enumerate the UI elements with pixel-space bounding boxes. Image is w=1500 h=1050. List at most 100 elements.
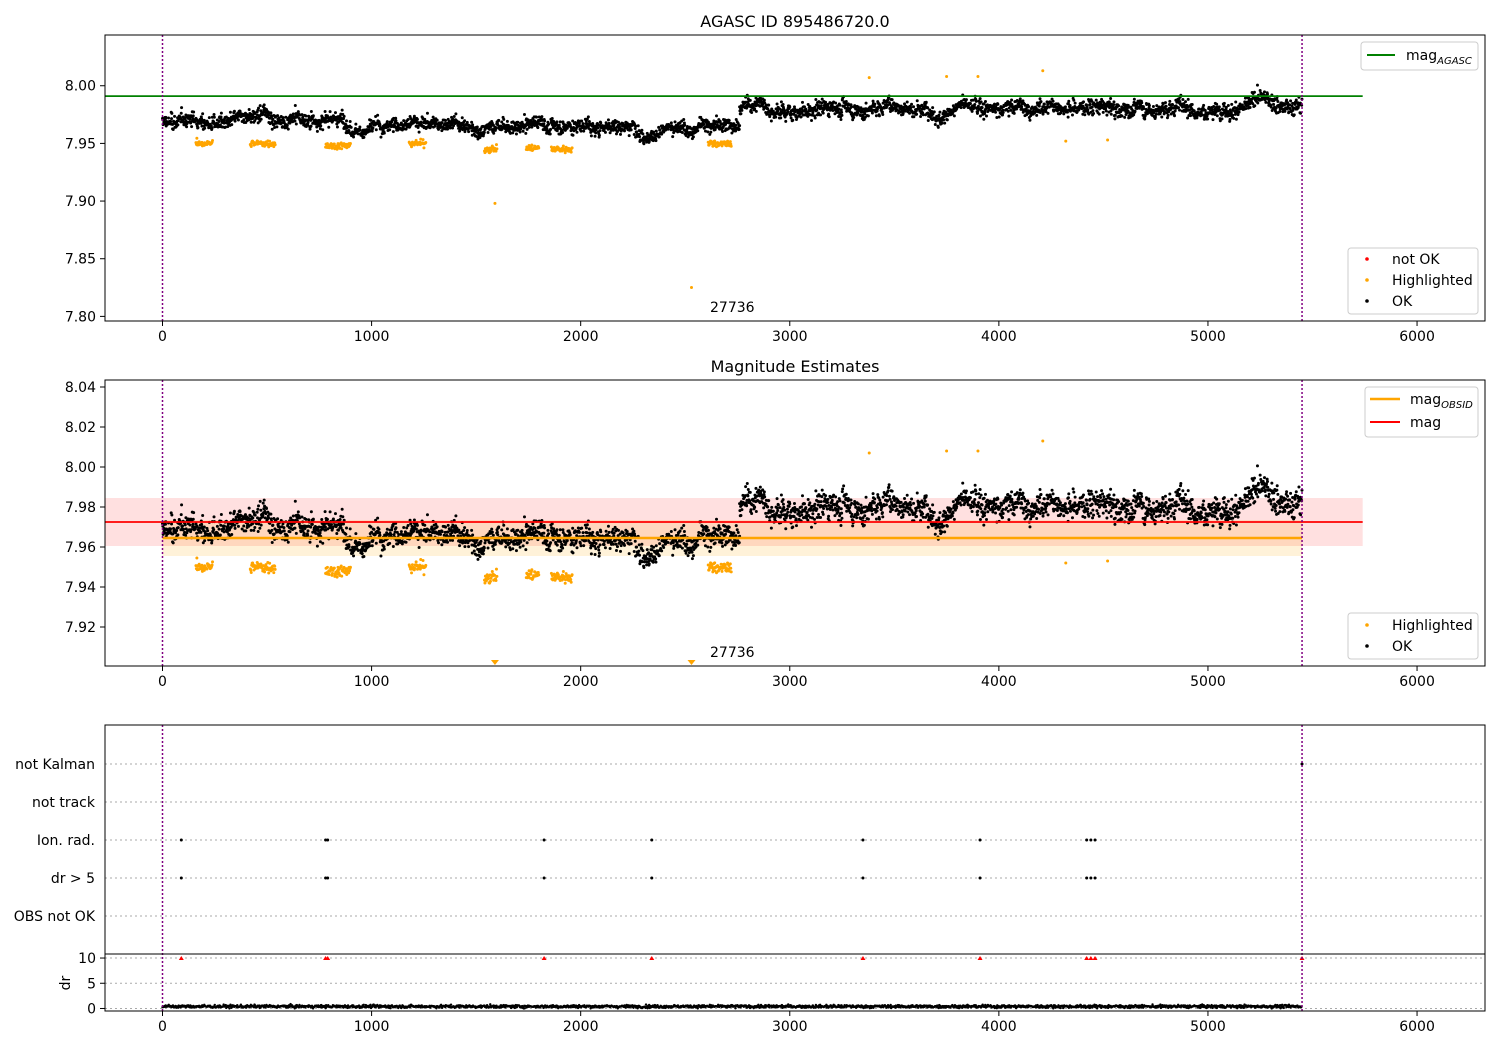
ok-point	[522, 538, 526, 542]
ok-point	[215, 524, 219, 528]
ok-point	[276, 114, 280, 118]
ok-point	[212, 112, 216, 116]
ok-point	[521, 544, 525, 548]
ok-point	[286, 540, 290, 544]
ok-point	[182, 527, 186, 531]
ok-point	[627, 134, 631, 138]
ok-point	[555, 120, 559, 124]
ok-point	[253, 526, 257, 530]
ok-point	[446, 540, 450, 544]
ok-point	[404, 540, 408, 544]
ok-point	[481, 552, 485, 556]
ok-point	[261, 513, 265, 517]
ok-point	[585, 122, 589, 126]
ok-point	[1020, 105, 1024, 109]
ok-point	[813, 105, 817, 109]
ok-point	[776, 109, 780, 113]
ok-point	[754, 109, 758, 113]
highlighted-point	[195, 136, 199, 140]
ok-point	[1234, 100, 1238, 104]
ok-point	[183, 523, 187, 527]
ok-point	[877, 114, 881, 118]
ok-point	[267, 516, 271, 520]
highlighted-point	[569, 150, 573, 154]
ok-point	[228, 511, 232, 515]
ok-point	[721, 130, 725, 134]
ok-point	[388, 128, 392, 132]
ok-point	[206, 529, 210, 533]
ok-point	[320, 517, 324, 521]
ok-point	[753, 107, 757, 111]
ok-point	[448, 126, 452, 130]
highlighted-point	[495, 147, 499, 151]
ok-point	[504, 130, 508, 134]
ok-point	[286, 127, 290, 131]
ok-point	[542, 122, 546, 126]
ok-point	[251, 516, 255, 520]
ok-point	[253, 119, 257, 123]
ok-point	[549, 541, 553, 545]
ok-point	[784, 119, 788, 123]
ok-point	[199, 530, 203, 534]
ok-point	[1109, 112, 1113, 116]
ok-point	[1294, 98, 1298, 102]
ok-point	[1173, 114, 1176, 118]
ok-point	[799, 115, 803, 119]
ok-point	[890, 98, 894, 102]
ok-point	[425, 111, 429, 115]
ok-point	[222, 118, 226, 122]
x-tick-label: 6000	[1399, 329, 1435, 345]
ok-point	[827, 112, 831, 116]
ok-point	[1039, 100, 1043, 104]
ok-point	[471, 123, 475, 127]
ok-point	[272, 532, 276, 536]
ok-point	[540, 115, 544, 119]
ok-point	[256, 507, 260, 511]
ok-point	[514, 538, 518, 542]
ok-point	[657, 135, 661, 139]
ok-point	[462, 528, 466, 532]
highlighted-point	[421, 138, 425, 142]
ok-point	[769, 119, 773, 123]
ok-point	[465, 120, 469, 124]
ok-point	[300, 515, 304, 519]
ok-point	[908, 111, 912, 115]
ok-point	[374, 541, 378, 545]
ok-point	[557, 123, 561, 127]
ok-point	[738, 124, 742, 128]
ok-point	[589, 134, 593, 138]
ok-point	[259, 523, 263, 527]
ok-point	[293, 119, 297, 123]
ok-point	[500, 120, 504, 124]
ok-point	[587, 119, 591, 123]
ok-point	[844, 99, 848, 103]
ok-point	[1266, 92, 1270, 96]
ok-point	[171, 532, 175, 536]
ok-point	[294, 122, 298, 126]
ok-point	[270, 127, 274, 131]
ok-point	[273, 125, 277, 129]
ok-point	[838, 103, 842, 107]
ok-point	[1184, 100, 1188, 104]
ok-point	[919, 115, 923, 119]
ok-point	[201, 112, 205, 116]
ok-point	[1104, 109, 1108, 113]
ok-point	[415, 117, 419, 121]
ok-point	[465, 529, 469, 533]
ok-point	[1094, 98, 1098, 102]
x-tick-label: 5000	[1190, 329, 1226, 345]
ok-point	[167, 116, 171, 120]
ok-point	[520, 528, 524, 532]
ok-point	[723, 118, 727, 122]
ok-point	[226, 116, 230, 120]
ok-point	[302, 122, 306, 126]
ok-point	[1230, 102, 1234, 106]
ok-point	[774, 115, 778, 119]
ok-point	[708, 132, 712, 136]
ok-point	[864, 101, 868, 105]
ok-point	[696, 129, 700, 133]
ok-point	[271, 117, 275, 121]
ok-point	[397, 123, 401, 127]
ok-point	[819, 104, 823, 108]
ok-point	[207, 116, 211, 120]
